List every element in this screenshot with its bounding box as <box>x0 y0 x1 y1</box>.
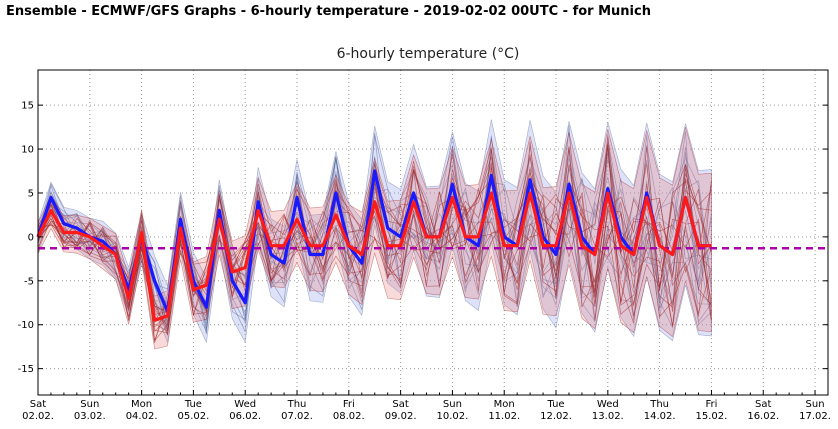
y-tick-label: -15 <box>18 364 34 375</box>
y-tick-label: 5 <box>28 188 34 199</box>
x-tick-label-date: 02.02. <box>22 411 54 422</box>
x-tick-label-dow: Fri <box>343 399 355 410</box>
page-title: Ensemble - ECMWF/GFS Graphs - 6-hourly t… <box>6 4 651 19</box>
x-tick-label-dow: Sun <box>80 399 99 410</box>
x-tick-label-date: 07.02. <box>281 411 313 422</box>
x-tick-label-dow: Sun <box>806 399 825 410</box>
x-tick-label-date: 10.02. <box>437 411 469 422</box>
ecmwf-member-line <box>37 163 712 334</box>
x-tick-label-dow: Wed <box>234 399 256 410</box>
x-tick-label-date: 04.02. <box>126 411 158 422</box>
x-tick-label-date: 06.02. <box>229 411 261 422</box>
x-tick-label-dow: Tue <box>184 399 202 410</box>
x-tick-label-date: 16.02. <box>747 411 779 422</box>
y-tick-label: 10 <box>21 145 34 156</box>
x-tick-label-date: 17.02. <box>799 411 831 422</box>
x-tick-label-dow: Mon <box>131 399 152 410</box>
x-tick-label-date: 15.02. <box>696 411 728 422</box>
x-tick-label-date: 09.02. <box>385 411 417 422</box>
x-tick-label-date: 05.02. <box>178 411 210 422</box>
x-tick-label-dow: Thu <box>287 399 307 410</box>
plot-frame <box>37 69 829 396</box>
x-tick-label-dow: Fri <box>705 399 717 410</box>
x-tick-label-date: 13.02. <box>592 411 624 422</box>
ecmwf-control-line <box>36 191 712 322</box>
x-tick-label-dow: Sat <box>30 399 46 410</box>
y-tick-label: 0 <box>28 232 34 243</box>
y-tick-label: 15 <box>21 101 34 112</box>
x-tick-label-dow: Thu <box>649 399 669 410</box>
axes: 151050-5-10-15Sat02.02.Sun03.02.Mon04.02… <box>18 69 831 422</box>
x-tick-label-dow: Sat <box>392 399 408 410</box>
y-tick-label: -10 <box>18 320 34 331</box>
x-tick-label-dow: Wed <box>597 399 619 410</box>
x-tick-label-dow: Sun <box>443 399 462 410</box>
x-tick-label-dow: Tue <box>546 399 564 410</box>
x-tick-label-date: 14.02. <box>644 411 676 422</box>
x-tick-label-dow: Mon <box>494 399 515 410</box>
plot-area <box>36 70 828 395</box>
x-tick-label-date: 11.02. <box>488 411 520 422</box>
x-tick-label-date: 08.02. <box>333 411 365 422</box>
chart-title: 6-hourly temperature (°C) <box>337 46 520 62</box>
x-tick-label-dow: Sat <box>755 399 771 410</box>
x-tick-label-date: 03.02. <box>74 411 106 422</box>
y-tick-label: -5 <box>24 276 34 287</box>
x-tick-label-date: 12.02. <box>540 411 572 422</box>
